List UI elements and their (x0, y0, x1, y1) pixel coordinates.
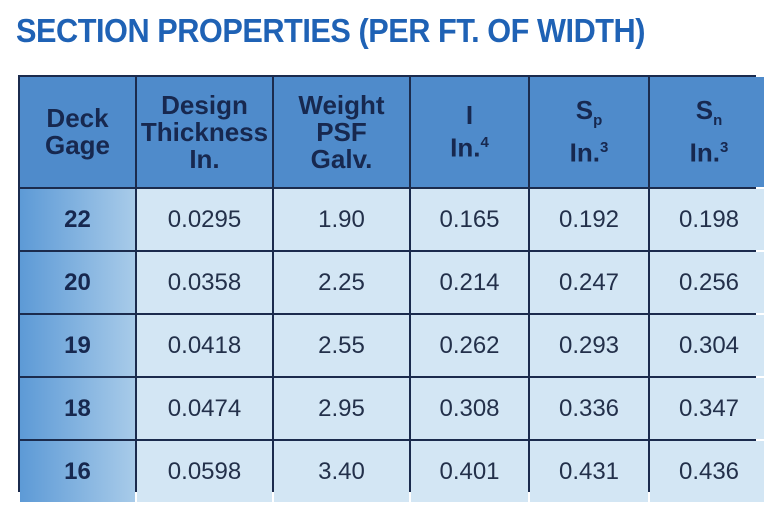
header-cell: I In.4 (411, 77, 528, 187)
header-subscript: n (713, 112, 723, 130)
header-line: Deck (46, 103, 109, 133)
header-cell: Sn In.3 (650, 77, 764, 187)
section-properties-table: Deck Gage Design Thickness In. Weight PSF Galv.… (18, 75, 764, 502)
header-cell: Weight PSF Galv. (274, 77, 409, 187)
value-cell: 0.0418 (137, 315, 272, 376)
title: SECTION PROPERTIES (PER FT. OF WIDTH) (16, 12, 646, 49)
header-symbol: S (695, 95, 714, 126)
value-cell: 0.262 (411, 315, 528, 376)
header-line: Design (161, 89, 248, 120)
header-exponent: 4 (480, 134, 489, 152)
header-unit-line: In.3 (690, 134, 729, 167)
header-symbol-line: Sp (576, 97, 603, 134)
deck-gage: 19 (20, 315, 135, 376)
value-cell: 3.40 (274, 441, 409, 502)
value-cell: 0.304 (650, 315, 764, 376)
header-cell: Sp In.3 (530, 77, 648, 187)
header-symbol: I (465, 100, 474, 131)
value-cell: 0.0358 (137, 252, 272, 313)
value-cell: 2.95 (274, 378, 409, 439)
header-line: Gage (44, 130, 111, 160)
value-cell: 0.401 (411, 441, 528, 502)
header-exponent: 3 (720, 139, 729, 157)
deck-gage: 18 (20, 378, 135, 439)
deck-gage: 20 (20, 252, 135, 313)
value-cell: 0.192 (530, 189, 648, 250)
header-symbol-line: I (466, 102, 473, 129)
header-cell: Deck Gage (20, 77, 135, 187)
deck-gage: 16 (20, 441, 135, 502)
header-unit-line: In.4 (450, 129, 489, 162)
header-symbol: S (575, 95, 594, 126)
value-cell: 2.55 (274, 315, 409, 376)
header-line: In. (189, 143, 220, 174)
header-subscript: p (593, 112, 603, 130)
deck-gage: 22 (20, 189, 135, 250)
value-cell: 0.308 (411, 378, 528, 439)
header-line: Thickness (140, 116, 269, 147)
header-unit: In. (689, 137, 720, 168)
value-cell: 0.431 (530, 441, 648, 502)
value-cell: 0.347 (650, 378, 764, 439)
value-cell: 0.256 (650, 252, 764, 313)
value-cell: 0.214 (411, 252, 528, 313)
value-cell: 0.0295 (137, 189, 272, 250)
value-cell: 0.198 (650, 189, 764, 250)
value-cell: 2.25 (274, 252, 409, 313)
value-cell: 0.436 (650, 441, 764, 502)
header-exponent: 3 (600, 139, 609, 157)
header-line: Galv. (310, 143, 373, 174)
value-cell: 0.0474 (137, 378, 272, 439)
header-unit-line: In.3 (570, 134, 609, 167)
header-unit: In. (450, 132, 481, 163)
value-cell: 0.247 (530, 252, 648, 313)
value-cell: 0.0598 (137, 441, 272, 502)
header-symbol-line: Sn (696, 97, 723, 134)
value-cell: 0.165 (411, 189, 528, 250)
header-unit: In. (569, 137, 600, 168)
header-cell: Design Thickness In. (137, 77, 272, 187)
value-cell: 0.293 (530, 315, 648, 376)
value-cell: 0.336 (530, 378, 648, 439)
header-line: Weight (298, 89, 385, 120)
header-line: PSF (316, 116, 367, 147)
value-cell: 1.90 (274, 189, 409, 250)
